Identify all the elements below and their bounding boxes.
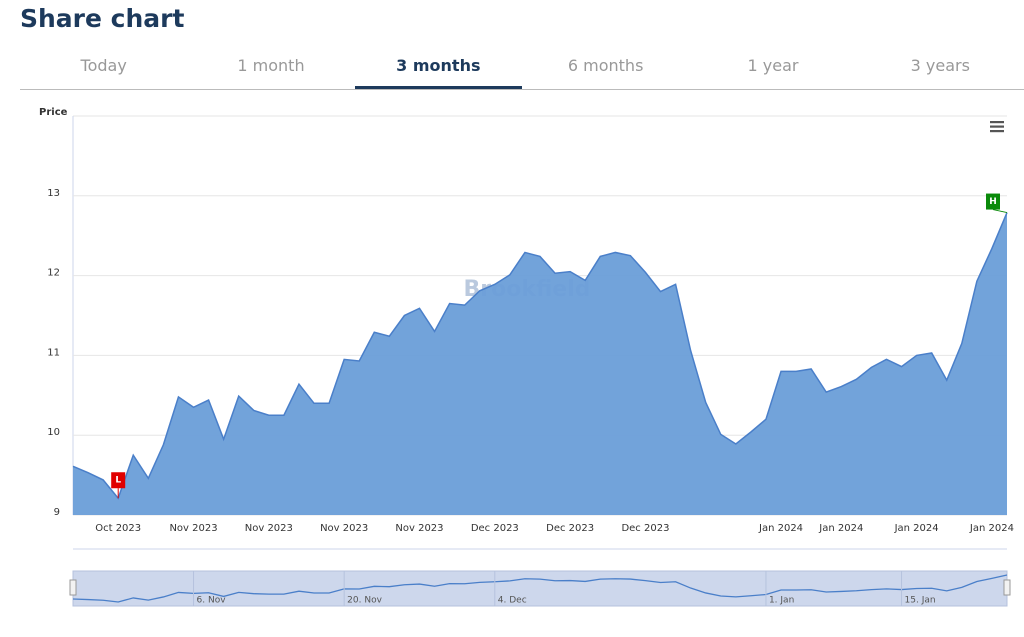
- tab[interactable]: 1 year: [747, 56, 799, 75]
- navigator-label: 20. Nov: [347, 596, 382, 606]
- navigator-label: 1. Jan: [769, 596, 794, 606]
- x-tick-label: Jan 2024: [818, 523, 863, 534]
- flag-label: L: [115, 476, 121, 486]
- navigator-label: 6. Nov: [197, 596, 227, 606]
- area-line: [72, 212, 1008, 500]
- flag: [111, 472, 126, 489]
- area: [73, 212, 1007, 516]
- navigator-handle[interactable]: [1003, 579, 1011, 596]
- navigator-handle[interactable]: [69, 579, 77, 596]
- tab[interactable]: 6 months: [567, 56, 644, 75]
- tab[interactable]: 1 month: [237, 56, 305, 75]
- x-tick-label: Jan 2024: [758, 523, 803, 534]
- y-tick-label: 11: [47, 347, 60, 358]
- flag: [986, 193, 1000, 210]
- y-axis-label: Price: [39, 107, 68, 118]
- y-tick-label: 10: [47, 427, 60, 438]
- x-tick-label: Nov 2023: [245, 523, 293, 534]
- page-title: Share chart: [20, 4, 185, 33]
- tab[interactable]: 3 months: [354, 50, 522, 89]
- y-tick-label: 13: [47, 188, 60, 199]
- navigator-label: 15. Jan: [905, 596, 936, 606]
- navigator-line: [72, 574, 1008, 603]
- menu-icon[interactable]: [990, 121, 1004, 133]
- tab[interactable]: 3 years: [910, 56, 970, 75]
- x-tick-label: Nov 2023: [395, 523, 443, 534]
- x-tick-label: Dec 2023: [621, 523, 669, 534]
- x-tick-label: Dec 2023: [546, 523, 594, 534]
- tab-bar: Today 1 month 3 months 6 months 1 year 3 year…: [20, 50, 1024, 90]
- x-tick-label: Dec 2023: [471, 523, 519, 534]
- x-tick-label: Oct 2023: [95, 523, 141, 534]
- y-tick-label: 12: [47, 268, 60, 279]
- navigator-label: 4. Dec: [498, 596, 527, 606]
- x-tick-label: Nov 2023: [320, 523, 368, 534]
- flag-pole: [992, 209, 1008, 214]
- flag-label: H: [989, 197, 997, 207]
- x-tick-label: Nov 2023: [169, 523, 217, 534]
- x-tick-label: Jan 2024: [969, 523, 1014, 534]
- tab[interactable]: Today: [80, 56, 127, 75]
- x-tick-label: Jan 2024: [894, 523, 939, 534]
- y-tick-label: 9: [54, 507, 60, 518]
